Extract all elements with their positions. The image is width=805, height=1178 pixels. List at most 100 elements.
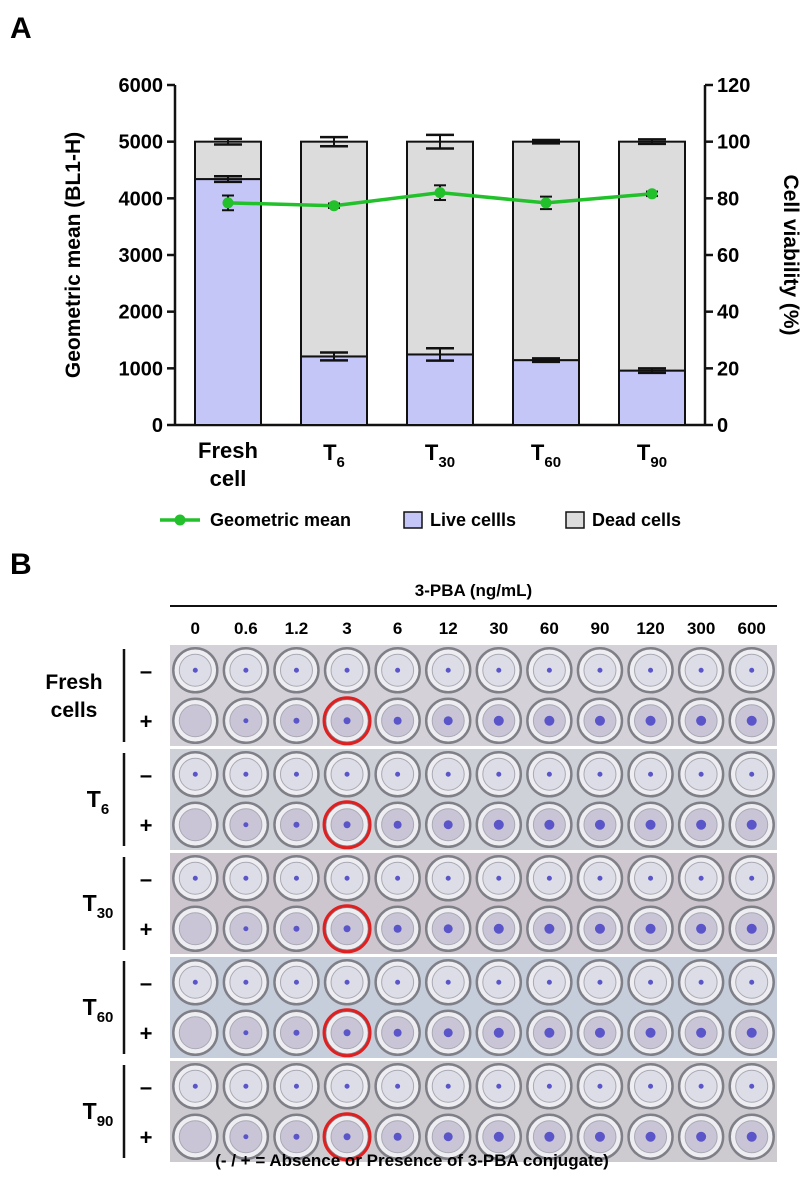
legend-label-live-cells: Live cellls [430,510,516,530]
error-bar-live [532,357,560,364]
plate-photo-strip [170,749,777,850]
well [526,959,573,1006]
group-label-main: T [83,890,97,916]
well-dot [343,925,351,933]
well-dot [696,819,707,830]
well [424,697,472,744]
well-dot [293,1133,300,1140]
well [172,751,219,798]
well-dot [293,875,299,881]
well-dot [243,1030,249,1036]
well [677,1063,725,1110]
plate-photo-strip [170,853,777,954]
x-tick-label-subscript: 90 [650,454,667,471]
well-dot [645,923,656,934]
bar-live-cells [512,359,580,426]
well [273,1113,320,1160]
well [424,1009,472,1056]
plate-group: T90 – + [83,1061,777,1162]
well-dot [293,821,300,828]
well [172,801,219,848]
well [576,1113,624,1160]
well-dot [544,1131,555,1142]
well-interior [178,808,212,842]
well-dot [243,875,249,881]
well [576,647,624,694]
well [222,1009,270,1056]
concentration-label: 3 [342,619,351,638]
well-dot [443,820,453,830]
well-dot [243,771,249,777]
well [475,751,523,798]
well [222,855,270,902]
well-dot [648,875,654,881]
well [374,905,421,952]
well [627,1009,674,1056]
well-dot [393,1132,402,1141]
point-geometric-mean [540,197,552,209]
well-dot [749,667,755,673]
well-dot [645,819,656,830]
well [222,801,270,848]
well [475,905,523,952]
well-dot [746,715,757,726]
concentration-label: 60 [540,619,559,638]
well-dot [594,715,605,726]
well-dot [243,822,249,828]
well [273,905,320,952]
well [222,751,270,798]
bar-dead-cells [300,140,368,358]
well [222,1113,270,1160]
well [374,959,421,1006]
minus-sign: – [140,970,152,995]
legend-swatch-dead-cells [565,511,585,529]
well [475,1063,523,1110]
well-dot [293,771,299,777]
y-tick-label-left: 0 [152,415,163,437]
group-label-main: T [83,994,97,1020]
x-tick-label: T60 [531,440,561,471]
well [273,1009,320,1056]
plus-sign: + [140,813,153,838]
x-tick-label-subscript: 30 [438,454,455,471]
error-bar-dead [320,135,348,148]
well-interior [178,1016,212,1050]
well [475,1113,523,1160]
well [526,801,573,848]
error-bar-live [214,174,242,184]
plate-group: Fresh cells – + [45,645,777,746]
well-interior [178,1120,212,1154]
y-tick-label-right: 0 [717,415,728,437]
well [677,855,725,902]
error-bar-dead [532,138,560,145]
well-dot [445,1083,451,1089]
well [273,697,320,744]
plus-sign: + [140,917,153,942]
well-dot [594,1131,605,1142]
plate-photo-strip [170,645,777,746]
well [424,751,472,798]
well [677,647,725,694]
well-dot [645,1027,656,1038]
group-label: T90 [83,1098,114,1130]
concentration-label: 90 [590,619,609,638]
well-dot [293,979,299,985]
well [627,959,674,1006]
well-interior [178,704,212,738]
error-bar-live [638,367,666,375]
well [374,1113,421,1160]
well-dot [645,1131,656,1142]
well [172,855,219,902]
well-dot [544,923,555,934]
well [576,697,624,744]
well [273,855,320,902]
well [374,855,421,902]
bar-dead-cells [194,140,262,181]
x-tick-label-main: T [323,440,337,465]
minus-sign: – [140,866,152,891]
well-dot [443,924,453,934]
well [728,1113,775,1160]
well-dot [192,667,198,673]
well [374,697,421,744]
x-tick-label: cell [210,466,247,491]
